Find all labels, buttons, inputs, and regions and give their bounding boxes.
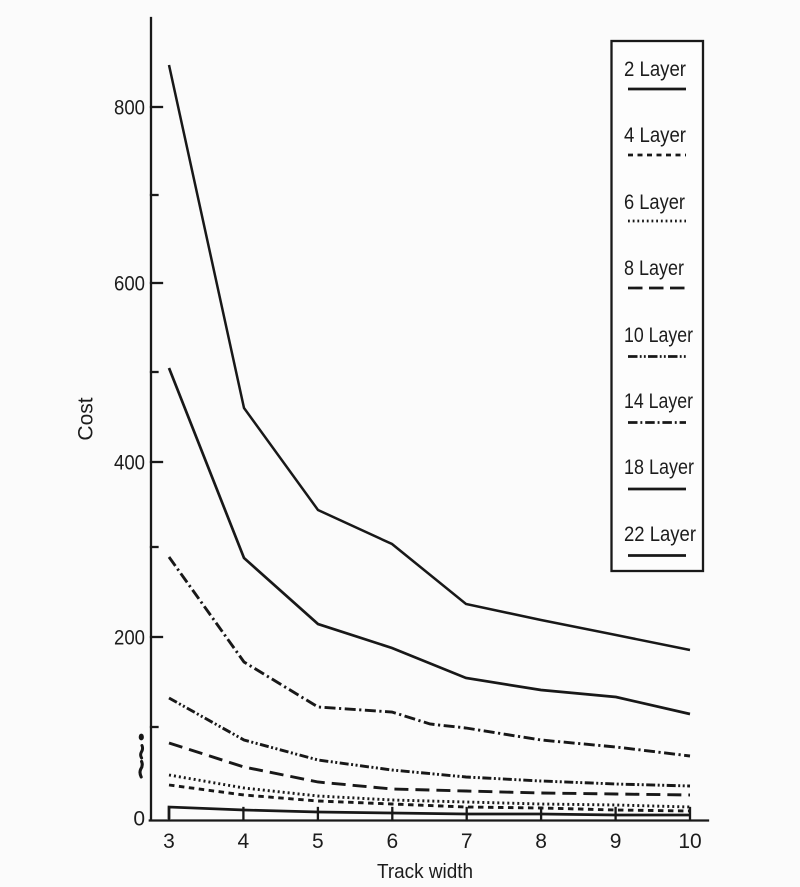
svg-text:18 Layer: 18 Layer bbox=[624, 456, 694, 479]
svg-text:0: 0 bbox=[133, 808, 145, 831]
svg-text:400: 400 bbox=[114, 452, 145, 475]
svg-text:6 Layer: 6 Layer bbox=[624, 191, 685, 214]
svg-text:14 Layer: 14 Layer bbox=[624, 390, 693, 413]
svg-text:4 Layer: 4 Layer bbox=[624, 124, 686, 147]
svg-text:800: 800 bbox=[114, 97, 145, 120]
svg-text:10: 10 bbox=[678, 830, 701, 853]
svg-text:5: 5 bbox=[312, 830, 324, 853]
svg-text:10 Layer: 10 Layer bbox=[624, 324, 693, 347]
svg-text:2 Layer: 2 Layer bbox=[624, 58, 686, 81]
svg-text:Track width: Track width bbox=[377, 860, 473, 883]
svg-text:600: 600 bbox=[114, 273, 145, 296]
svg-text:8: 8 bbox=[535, 830, 547, 853]
svg-text:8 Layer: 8 Layer bbox=[624, 257, 684, 280]
svg-text:22 Layer: 22 Layer bbox=[624, 523, 696, 546]
svg-text:7: 7 bbox=[461, 830, 473, 853]
svg-text:6: 6 bbox=[386, 830, 398, 853]
svg-text:3: 3 bbox=[163, 830, 175, 853]
svg-text:4: 4 bbox=[238, 830, 250, 853]
svg-text:9: 9 bbox=[610, 830, 622, 853]
svg-text:Cost: Cost bbox=[75, 397, 98, 440]
svg-text:200: 200 bbox=[114, 627, 145, 650]
